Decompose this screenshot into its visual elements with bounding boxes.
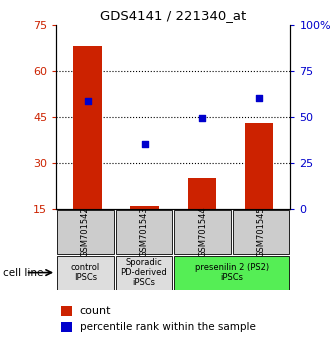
Text: GSM701542: GSM701542 [81, 206, 90, 257]
Text: GSM701543: GSM701543 [140, 206, 148, 257]
Text: GSM701545: GSM701545 [257, 206, 266, 257]
Bar [116, 210, 172, 254]
Bar [245, 123, 273, 209]
Text: GSM701544: GSM701544 [198, 206, 207, 257]
Bar [175, 256, 289, 290]
Bar [73, 46, 102, 209]
Text: Sporadic
PD-derived
iPSCs: Sporadic PD-derived iPSCs [120, 258, 167, 287]
Text: control
IPSCs: control IPSCs [71, 263, 100, 282]
Bar [130, 206, 159, 209]
Point [142, 142, 147, 147]
Text: presenilin 2 (PS2)
iPSCs: presenilin 2 (PS2) iPSCs [195, 263, 269, 282]
Bar [233, 210, 289, 254]
Bar [61, 322, 72, 332]
Bar [61, 306, 72, 316]
Text: percentile rank within the sample: percentile rank within the sample [80, 322, 255, 332]
Text: count: count [80, 306, 111, 316]
Bar [187, 178, 216, 209]
Point [199, 115, 205, 121]
Bar [175, 210, 231, 254]
Title: GDS4141 / 221340_at: GDS4141 / 221340_at [100, 9, 247, 22]
Text: cell line: cell line [3, 268, 44, 278]
Point [85, 99, 90, 104]
Bar [116, 256, 172, 290]
Bar [57, 256, 114, 290]
Bar [57, 210, 114, 254]
Point [256, 96, 262, 101]
